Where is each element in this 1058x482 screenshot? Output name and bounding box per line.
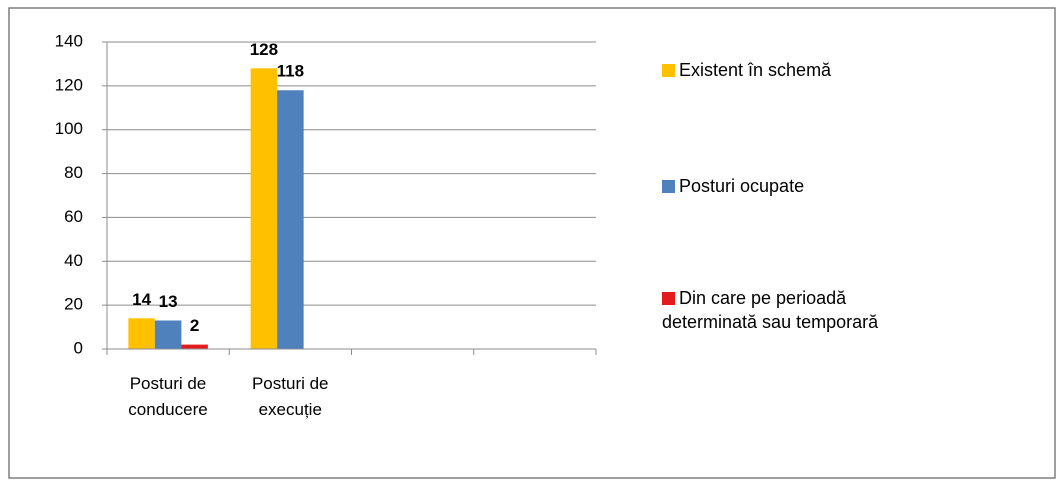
legend-label: Existent în schemă	[679, 60, 832, 80]
bar	[154, 320, 182, 349]
legend-label: Posturi ocupate	[679, 176, 805, 196]
x-tick-label: Posturi de conducere	[128, 374, 208, 419]
data-label: 13	[159, 292, 178, 311]
frame	[8, 7, 1056, 479]
bar	[277, 90, 304, 349]
y-tick-label: 0	[74, 338, 83, 357]
y-tick-label: 20	[64, 295, 83, 314]
data-label: 118	[277, 62, 304, 81]
legend-item: Existent în schemă	[662, 58, 942, 82]
bar	[250, 68, 278, 350]
y-tick-label: 100	[55, 119, 83, 138]
legend-swatch	[662, 180, 675, 193]
legend-item: Posturi ocupate	[662, 174, 942, 198]
legend-swatch	[662, 292, 675, 305]
x-tick-label: Posturi de execuție	[251, 374, 329, 419]
y-tick-label: 120	[55, 75, 83, 94]
legend-label: Din care pe perioadă determinată sau tem…	[662, 288, 879, 332]
y-tick-label: 140	[55, 31, 83, 50]
bar	[128, 318, 155, 349]
bar	[181, 344, 208, 349]
legend-swatch	[662, 64, 675, 77]
legend-item: Din care pe perioadă determinată sau tem…	[662, 286, 942, 334]
y-tick-label: 80	[64, 163, 83, 182]
data-label: 2	[190, 316, 199, 335]
data-label: 14	[132, 290, 151, 309]
y-tick-label: 40	[64, 251, 83, 270]
y-tick-label: 60	[64, 207, 83, 226]
data-label: 128	[250, 40, 278, 59]
